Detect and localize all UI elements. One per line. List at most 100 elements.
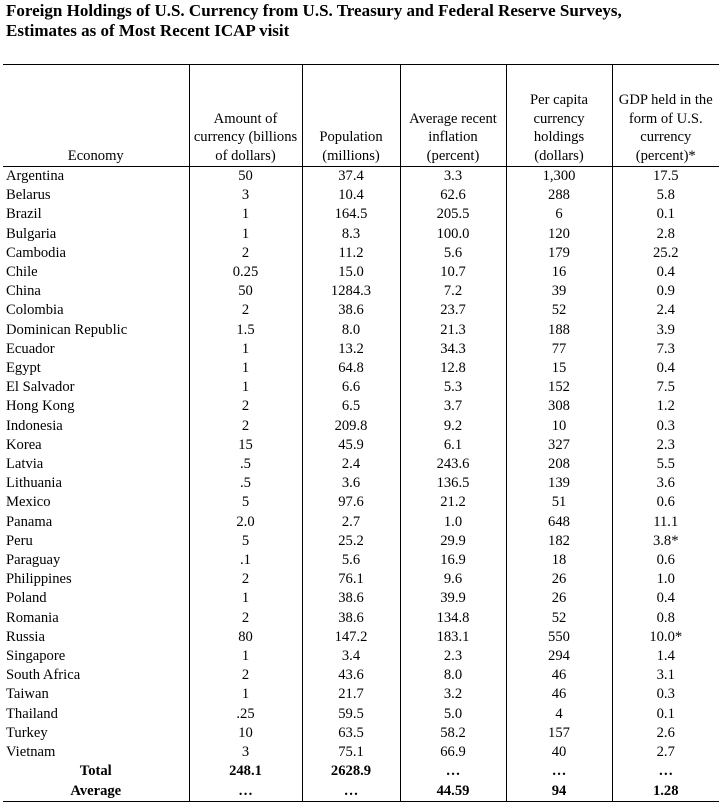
cell-inflation: 8.0 — [399, 666, 506, 686]
cell-amount: .1 — [188, 551, 302, 571]
header-per-capita: Per capita currency holdings (dollars) — [505, 64, 612, 167]
cell-inflation: 39.9 — [399, 589, 506, 609]
cell-economy: Egypt — [6, 360, 41, 377]
cell-inflation: 16.9 — [399, 551, 506, 571]
cell-economy: Paraguay — [6, 552, 61, 569]
cell-per-capita: 179 — [505, 243, 612, 264]
cell-population: 2.4 — [301, 455, 400, 475]
cell-gdp: 5.5 — [611, 455, 719, 475]
cell-economy: Average — [3, 781, 189, 802]
cell-inflation: 9.2 — [399, 416, 506, 436]
cell-per-capita: 550 — [505, 627, 612, 648]
cell-economy: Latvia — [6, 456, 44, 473]
cell-economy: El Salvador — [6, 379, 75, 396]
currency-holdings-table: Economy Amount of currency (billions of … — [3, 64, 719, 802]
cell-amount: 0.25 — [188, 263, 302, 283]
cell-per-capita: 6 — [505, 205, 612, 225]
cell-population: 3.6 — [301, 474, 400, 494]
header-amount: Amount of currency (billions of dollars) — [188, 64, 302, 167]
cell-inflation: 6.1 — [399, 435, 506, 456]
title-line-2: Estimates as of Most Recent ICAP visit — [6, 21, 290, 40]
cell-population: 1284.3 — [301, 282, 400, 302]
cell-gdp: 0.4 — [611, 263, 719, 283]
cell-inflation: 134.8 — [399, 608, 506, 628]
cell-economy: Mexico — [6, 494, 51, 511]
table-row: Latvia .5 2.4 243.6 208 5.5 — [3, 455, 719, 475]
cell-amount: 3 — [188, 186, 302, 206]
cell-per-capita: 51 — [505, 493, 612, 513]
cell-population: 76.1 — [301, 570, 400, 590]
document-title: Foreign Holdings of U.S. Currency from U… — [6, 1, 718, 41]
header-row: Economy Amount of currency (billions of … — [3, 64, 719, 167]
cell-population: 97.6 — [301, 493, 400, 513]
cell-population: 59.5 — [301, 704, 400, 724]
cell-gdp: 0.1 — [611, 205, 719, 225]
cell-amount: 3 — [188, 743, 302, 763]
cell-gdp: 0.1 — [611, 704, 719, 724]
cell-gdp: 1.28 — [611, 781, 719, 802]
cell-per-capita: 26 — [505, 570, 612, 590]
cell-per-capita: 15 — [505, 359, 612, 379]
table-row: Vietnam 3 75.1 66.9 40 2.7 — [3, 743, 719, 763]
cell-inflation: 243.6 — [399, 455, 506, 475]
cell-economy: Thailand — [6, 705, 58, 722]
cell-amount: 2 — [188, 301, 302, 321]
cell-population: 8.0 — [301, 320, 400, 340]
cell-gdp: 2.7 — [611, 743, 719, 763]
cell-amount: 15 — [188, 435, 302, 456]
cell-amount: 2 — [188, 397, 302, 417]
cell-inflation: 34.3 — [399, 339, 506, 360]
cell-amount: 1.5 — [188, 320, 302, 340]
cell-gdp: 0.8 — [611, 608, 719, 628]
cell-amount: 2.0 — [188, 512, 302, 532]
cell-population: 8.3 — [301, 224, 400, 244]
table-row: Peru 5 25.2 29.9 182 3.8* — [3, 531, 719, 552]
table-row: Korea 15 45.9 6.1 327 2.3 — [3, 435, 719, 456]
cell-economy: Turkey — [6, 724, 48, 741]
cell-inflation: 29.9 — [399, 531, 506, 552]
cell-gdp: 0.6 — [611, 551, 719, 571]
cell-population: … — [301, 781, 400, 802]
cell-inflation: 205.5 — [399, 205, 506, 225]
table-row: Dominican Republic 1.5 8.0 21.3 188 3.9 — [3, 320, 719, 340]
table-row: China 50 1284.3 7.2 39 0.9 — [3, 282, 719, 302]
cell-per-capita: 1,300 — [505, 166, 612, 187]
header-gdp: GDP held in the form of U.S. currency (p… — [611, 64, 719, 167]
table-row: Romania 2 38.6 134.8 52 0.8 — [3, 608, 719, 628]
cell-amount: 1 — [188, 224, 302, 244]
cell-economy: Cambodia — [6, 244, 66, 261]
cell-gdp: 2.3 — [611, 435, 719, 456]
cell-population: 43.6 — [301, 666, 400, 686]
cell-gdp: 11.1 — [611, 512, 719, 532]
cell-amount: 248.1 — [188, 762, 302, 782]
cell-population: 10.4 — [301, 186, 400, 206]
cell-amount: 10 — [188, 723, 302, 744]
cell-gdp: 0.6 — [611, 493, 719, 513]
cell-economy: Colombia — [6, 302, 64, 319]
table-row: Lithuania .5 3.6 136.5 139 3.6 — [3, 474, 719, 494]
cell-economy: Panama — [6, 513, 53, 530]
cell-population: 38.6 — [301, 608, 400, 628]
cell-amount: 80 — [188, 627, 302, 648]
cell-per-capita: 152 — [505, 378, 612, 398]
cell-gdp: 1.4 — [611, 647, 719, 667]
table-row: Egypt 1 64.8 12.8 15 0.4 — [3, 359, 719, 379]
cell-per-capita: 52 — [505, 608, 612, 628]
cell-amount: 1 — [188, 685, 302, 705]
cell-gdp: 0.9 — [611, 282, 719, 302]
cell-per-capita: 188 — [505, 320, 612, 340]
cell-per-capita: 182 — [505, 531, 612, 552]
table-row: Bulgaria 1 8.3 100.0 120 2.8 — [3, 224, 719, 244]
cell-amount: 1 — [188, 205, 302, 225]
table-row: Mexico 5 97.6 21.2 51 0.6 — [3, 493, 719, 513]
cell-per-capita: 46 — [505, 666, 612, 686]
table-row: El Salvador 1 6.6 5.3 152 7.5 — [3, 378, 719, 398]
cell-inflation: 5.6 — [399, 243, 506, 264]
cell-amount: 5 — [188, 531, 302, 552]
cell-population: 3.4 — [301, 647, 400, 667]
cell-economy: Bulgaria — [6, 225, 57, 242]
cell-amount: 2 — [188, 243, 302, 264]
table-row: Russia 80 147.2 183.1 550 10.0* — [3, 627, 719, 648]
cell-amount: .25 — [188, 704, 302, 724]
cell-inflation: 2.3 — [399, 647, 506, 667]
